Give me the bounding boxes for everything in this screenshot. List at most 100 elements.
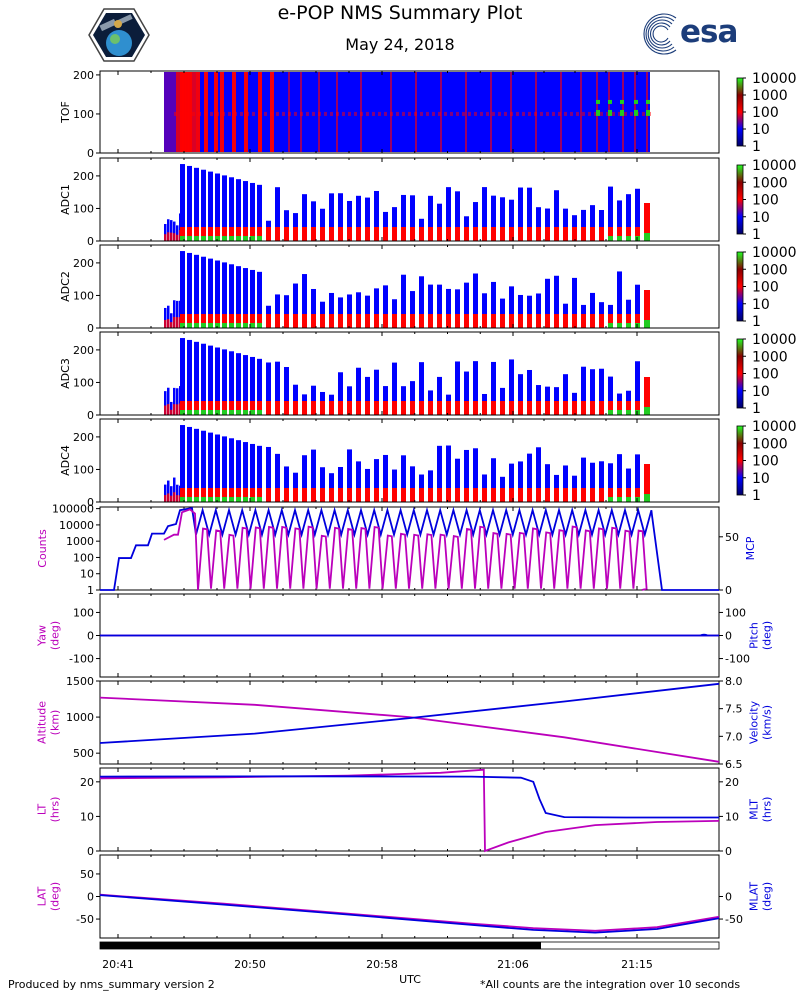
- velocity-series-line: [99, 682, 720, 744]
- adc-burst-core: [356, 488, 361, 502]
- adc-burst-core: [536, 227, 541, 241]
- y-tick-label-right: 20: [725, 776, 739, 789]
- pitch-axis-label-line: (deg): [761, 621, 774, 650]
- tof-line-100: [378, 111, 381, 116]
- adc-burst-column: [455, 289, 460, 328]
- adc-burst-column: [194, 167, 199, 241]
- tof-line-100: [270, 111, 273, 116]
- y-axis-label-adc2: ADC2: [59, 271, 72, 302]
- adc-burst-column: [236, 266, 241, 328]
- adc-low-column: [170, 401, 173, 415]
- adc-mid-column: [167, 232, 170, 241]
- adc-burst-core: [608, 227, 613, 241]
- adc-burst-core: [250, 488, 255, 502]
- adc-burst-peak: [229, 410, 234, 415]
- adc-burst-column: [365, 468, 370, 502]
- adc-burst-column: [229, 264, 234, 328]
- tof-line-100: [306, 111, 309, 116]
- adc-burst-column: [473, 361, 478, 415]
- adc-burst-core: [284, 314, 289, 328]
- adc-burst-core: [383, 227, 388, 241]
- y-tick-label-left: 100: [73, 108, 94, 121]
- adc-burst-column: [482, 187, 487, 241]
- adc-burst-core: [590, 401, 595, 415]
- adc-low-column: [170, 486, 173, 502]
- adc-burst-peak: [617, 323, 622, 328]
- adc-burst-core: [446, 227, 451, 241]
- adc-mid-column: [170, 322, 173, 328]
- y-tick-label-left: 1500: [66, 675, 94, 688]
- adc-end-column: [644, 290, 650, 328]
- adc-burst-column: [500, 197, 505, 241]
- adc-mid-column: [170, 409, 173, 415]
- spectrogram-adc3: [164, 338, 650, 415]
- tof-line-100: [426, 111, 429, 116]
- adc-burst-column: [250, 269, 255, 328]
- colorbar-tick-label: 100: [752, 105, 779, 121]
- adc-burst-core: [229, 227, 234, 241]
- adc-burst-core: [229, 314, 234, 328]
- mlat-series-line: [99, 894, 720, 934]
- adc-burst-peak: [250, 236, 255, 241]
- tof-green-spot: [646, 109, 650, 116]
- adc-burst-core: [500, 488, 505, 502]
- adc-end-peak: [644, 494, 650, 502]
- adc-burst-column: [222, 262, 227, 328]
- adc-burst-peak: [208, 323, 213, 328]
- adc-burst-core: [464, 488, 469, 502]
- adc-burst-core: [572, 314, 577, 328]
- adc-burst-peak: [236, 323, 241, 328]
- y-axis-label-tof: TOF: [59, 101, 72, 124]
- adc-burst-column: [266, 446, 271, 502]
- colorbar-tick-label: 1: [752, 314, 761, 330]
- lt-axis-label-line: (hrs): [49, 797, 62, 823]
- adc-burst-core: [518, 227, 523, 241]
- x-tick-label: 21:15: [621, 958, 653, 971]
- adc-burst-core: [284, 488, 289, 502]
- colorbar-tick-label: 1: [752, 488, 761, 504]
- adc-burst-core: [356, 227, 361, 241]
- adc-burst-peak: [608, 323, 613, 328]
- counts-axis-label: Counts: [36, 529, 49, 568]
- adc-burst-core: [437, 227, 442, 241]
- tof-line-100: [624, 111, 627, 116]
- adc-mid-column: [173, 233, 176, 241]
- lat-axis-label-line: LAT: [36, 886, 49, 906]
- adc-burst-core: [392, 314, 397, 328]
- adc-burst-column: [581, 366, 586, 415]
- adc-burst-core: [617, 401, 622, 415]
- adc-burst-column: [215, 173, 220, 241]
- adc-burst-core: [222, 401, 227, 415]
- tof-streak: [490, 72, 492, 152]
- adc-burst-column: [201, 169, 206, 241]
- adc-low-column: [167, 387, 170, 415]
- y-axis-label-adc3-line: ADC3: [59, 358, 72, 389]
- adc-burst-column: [243, 442, 248, 502]
- esa-logo: [632, 12, 680, 60]
- adc-burst-core: [194, 227, 199, 241]
- adc-low-column: [164, 484, 167, 502]
- adc-burst-column: [311, 288, 316, 328]
- colorbar-tick-label: 10000: [752, 158, 797, 174]
- adc-burst-peak: [194, 323, 199, 328]
- y-tick-label-left: 100: [73, 289, 94, 302]
- adc-burst-column: [194, 254, 199, 328]
- adc-low-column: [173, 477, 176, 502]
- adc-burst-core: [293, 227, 298, 241]
- adc-burst-column: [356, 461, 361, 502]
- adc-burst-peak: [187, 236, 192, 241]
- adc-burst-column: [608, 463, 613, 502]
- adc-burst-core: [236, 227, 241, 241]
- tof-line-100: [264, 111, 267, 116]
- adc-burst-column: [236, 440, 241, 502]
- adc-burst-column: [222, 349, 227, 415]
- adc-burst-core: [401, 227, 406, 241]
- adc-burst-column: [275, 294, 280, 328]
- tof-line-100: [348, 111, 351, 116]
- tof-green-spot: [596, 99, 600, 104]
- y-axis-label-adc3: ADC3: [59, 358, 72, 389]
- adc-burst-column: [491, 195, 496, 241]
- adc-burst-core: [464, 314, 469, 328]
- adc-burst-column: [222, 436, 227, 502]
- adc-burst-peak: [222, 236, 227, 241]
